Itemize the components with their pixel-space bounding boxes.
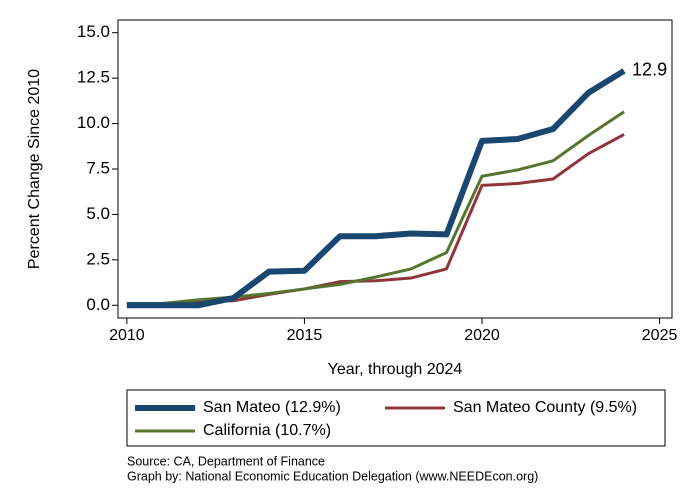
end-value-label: 12.9 xyxy=(632,60,667,80)
y-tick-label: 0.0 xyxy=(86,295,110,314)
series-line xyxy=(126,133,625,306)
legend-label: San Mateo County (9.5%) xyxy=(453,399,637,416)
series-line xyxy=(126,110,625,305)
y-tick-label: 5.0 xyxy=(86,204,110,223)
legend-label: San Mateo (12.9%) xyxy=(203,399,341,416)
credit-note: Graph by: National Economic Education De… xyxy=(127,469,538,483)
y-tick-label: 15.0 xyxy=(77,22,110,41)
x-tick-label: 2020 xyxy=(464,327,500,344)
series-line xyxy=(126,68,626,309)
y-tick-label: 2.5 xyxy=(86,249,110,268)
legend-label: California (10.7%) xyxy=(203,422,331,439)
x-tick-label: 2010 xyxy=(109,327,145,344)
source-note: Source: CA, Department of Finance xyxy=(127,454,325,468)
y-axis-label: Percent Change Since 2010 xyxy=(26,69,43,269)
y-tick-label: 7.5 xyxy=(86,158,110,177)
x-tick-label: 2015 xyxy=(287,327,323,344)
x-tick-label: 2025 xyxy=(642,327,678,344)
y-tick-label: 10.0 xyxy=(77,113,110,132)
legend-box xyxy=(126,389,666,447)
y-tick-label: 12.5 xyxy=(77,68,110,87)
x-axis-label: Year, through 2024 xyxy=(328,361,463,378)
